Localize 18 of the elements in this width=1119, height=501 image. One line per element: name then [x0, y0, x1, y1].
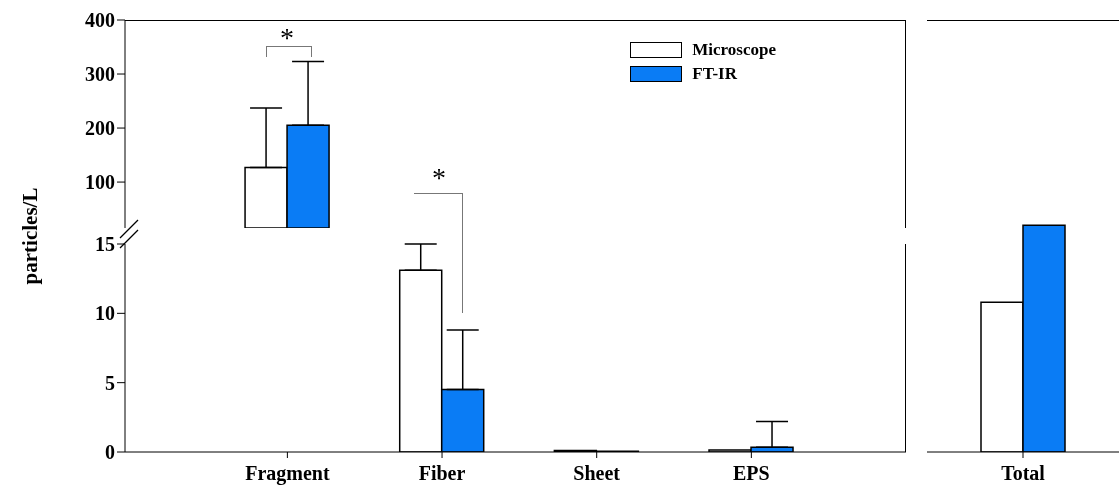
legend-label: Microscope	[692, 40, 776, 60]
y-tick-label: 10	[95, 302, 115, 325]
y-tick-label: 0	[105, 441, 115, 464]
x-tick-label: Fragment	[245, 462, 330, 486]
x-tick-label: Fiber	[418, 462, 466, 485]
y-tick-label: 300	[85, 63, 115, 86]
y-tick-label: 400	[85, 9, 115, 32]
x-tick-label: Total	[1001, 462, 1046, 485]
x-tick-label: Sheet	[573, 462, 621, 485]
y-tick-label: 15	[95, 233, 115, 256]
y-axis-title: particles/L	[17, 187, 43, 285]
y-tick-label: 5	[105, 371, 115, 394]
annotation: *	[280, 22, 294, 53]
x-tick-label: EPS	[733, 462, 770, 485]
y-tick-label: 100	[85, 171, 115, 194]
annotation: *	[432, 162, 446, 193]
legend-label: FT-IR	[692, 64, 737, 84]
y-tick-label: 200	[85, 117, 115, 140]
